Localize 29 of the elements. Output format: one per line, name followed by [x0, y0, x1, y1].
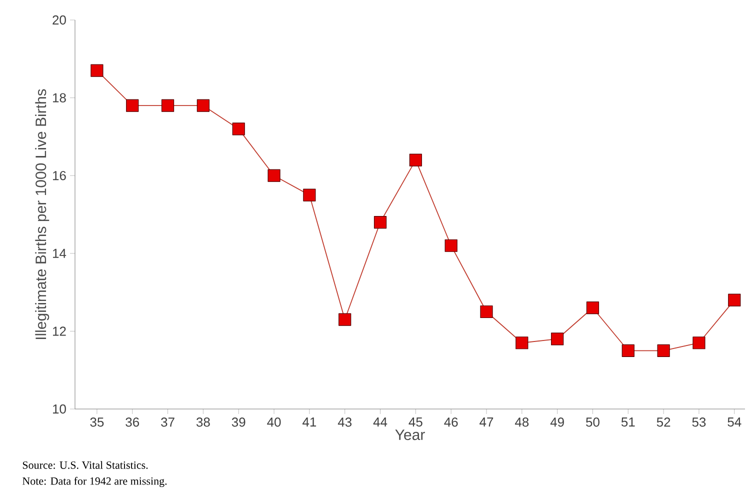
y-tick-label: 18: [52, 93, 66, 102]
y-tick-label: 12: [52, 326, 66, 336]
x-tick-label: 38: [196, 418, 210, 427]
x-tick-label: 36: [126, 418, 140, 427]
x-tick-label: 54: [728, 418, 742, 427]
x-tick-label: 35: [90, 418, 104, 427]
x-tick-label: 52: [656, 418, 670, 427]
x-tick-label: 50: [586, 418, 600, 427]
y-tick-label: 14: [52, 248, 66, 258]
x-tick-label: 49: [550, 418, 564, 427]
x-tick-label: 53: [692, 418, 706, 427]
x-tick-label: 40: [267, 418, 281, 427]
y-tick-label: 16: [52, 170, 66, 180]
x-tick-label: 51: [621, 418, 635, 427]
x-tick-label: 43: [338, 418, 352, 427]
x-tick-label: 37: [161, 418, 174, 427]
source-note: Source: U.S. Vital Statistics.: [22, 461, 148, 469]
x-tick-label: 48: [514, 418, 529, 427]
x-tick-label: 45: [408, 418, 422, 427]
y-tick-label: 20: [52, 15, 66, 25]
x-tick-label: 46: [444, 418, 458, 427]
y-axis-title: Illegitimate Births per 1000 Live Births: [35, 89, 50, 340]
text: Note: Data for 1942 are missing.: [22, 476, 167, 488]
x-tick-label: 41: [302, 418, 316, 426]
x-tick-label: 39: [232, 418, 246, 427]
x-tick-label: 47: [480, 418, 494, 426]
y-tick-label: 10: [52, 404, 66, 414]
x-axis-title: Year: [395, 430, 425, 440]
x-tick-label: 44: [373, 418, 388, 426]
